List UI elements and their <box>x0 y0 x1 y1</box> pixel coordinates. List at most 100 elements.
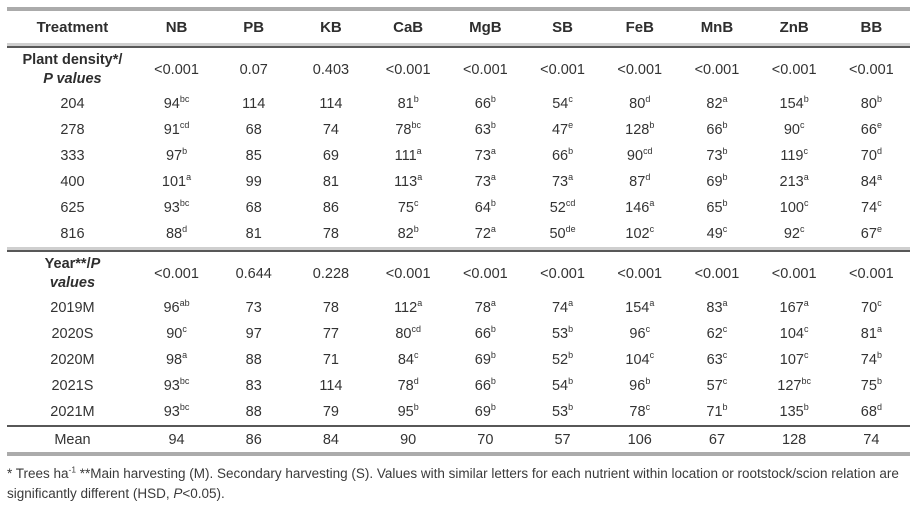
table-cell: 90cd <box>626 146 653 164</box>
table-cell: 54b <box>551 376 574 394</box>
table-row: 625 93bc 68 86 75c 64b 52cd 146a 65b 100c 74c <box>7 195 910 221</box>
section-label-line2: P values <box>43 70 102 87</box>
table-cell: 78d <box>397 376 419 394</box>
table-cell: 52cd <box>549 198 576 216</box>
table-cell: 66b <box>474 94 496 112</box>
table-cell: 114 <box>242 96 266 112</box>
table-cell: 57 <box>554 431 571 448</box>
table-cell: 86 <box>322 200 339 216</box>
column-header-treatment: Treatment <box>36 18 109 36</box>
table-cell: 75c <box>397 198 419 216</box>
p-value-cell: <0.001 <box>540 61 585 78</box>
table-cell: 69b <box>474 402 496 420</box>
table-cell: 75b <box>860 376 882 394</box>
table-cell: 63b <box>474 120 496 138</box>
table-row: 278 91cd 68 74 78bc 63b 47e 128b 66b 90c 66e <box>7 117 910 143</box>
p-value-cell: <0.001 <box>462 265 508 282</box>
p-value-cell: 0.228 <box>312 265 350 282</box>
table-cell: 84c <box>397 350 419 368</box>
p-value-cell: <0.001 <box>462 61 508 78</box>
table-cell: 90c <box>166 324 187 342</box>
column-header-kb: KB <box>320 18 342 36</box>
table-cell: 154b <box>779 94 809 112</box>
table-row: 2021M 93bc 88 79 95b 69b 53b 78c 71b 135b 68d <box>7 399 910 425</box>
table-cell: 102c <box>625 224 655 242</box>
section-label-line1: Year**/P <box>44 256 101 273</box>
table-cell: 92c <box>783 224 805 242</box>
table-cell: 50de <box>549 224 576 242</box>
table-cell: 112a <box>394 298 423 316</box>
table-cell: 100c <box>779 198 809 216</box>
table-cell: 90c <box>783 120 805 138</box>
table-row: 816 88d 81 78 82b 72a 50de 102c 49c 92c 67e <box>7 221 910 247</box>
section-label-line2: values <box>49 274 96 291</box>
p-value-cell: <0.001 <box>848 265 894 282</box>
p-value-cell: 0.644 <box>235 265 272 282</box>
p-value-cell: <0.001 <box>617 265 663 282</box>
section-label-line1: Plant density*/ <box>22 52 123 69</box>
table-cell: 114 <box>319 378 343 394</box>
table-row: 204 94bc 114 114 81b 66b 54c 80d 82a 154b 80b <box>7 91 910 117</box>
nutrient-concentration-table: Treatment NB PB KB CaB MgB SB FeB MnB Zn… <box>7 7 910 456</box>
section-header-row: Plant density*/P values <0.001 0.07 0.403 <0… <box>7 48 910 91</box>
p-value-cell: <0.001 <box>154 61 199 78</box>
p-value-cell: <0.001 <box>771 61 817 78</box>
table-cell: 78a <box>474 298 496 316</box>
table-cell: 53b <box>551 402 574 420</box>
table-cell: 66b <box>551 146 574 164</box>
table-cell: 73b <box>706 146 728 164</box>
table-cell: 70 <box>477 431 494 448</box>
p-value-cell: <0.001 <box>154 265 199 282</box>
table-cell: 97b <box>165 146 188 164</box>
table-cell: 128b <box>625 120 655 138</box>
table-cell: 93bc <box>163 402 190 420</box>
row-label: 2021M <box>50 404 95 420</box>
column-header-mgb: MgB <box>469 18 502 36</box>
table-cell: 114 <box>319 96 343 112</box>
row-label: 2021S <box>51 378 94 394</box>
table-cell: 80d <box>629 94 651 112</box>
table-cell: 73 <box>245 300 262 316</box>
table-cell: 70c <box>861 298 882 316</box>
table-cell: 88d <box>165 224 188 242</box>
table-cell: 213a <box>779 172 809 190</box>
table-row: 2020M 98a 88 71 84c 69b 52b 104c 63c 107c 74b <box>7 347 910 373</box>
table-cell: 73a <box>474 146 496 164</box>
table-cell: 88 <box>245 404 262 420</box>
table-cell: 74a <box>551 298 574 316</box>
table-cell: 127bc <box>777 376 811 394</box>
table-cell: 53b <box>551 324 574 342</box>
column-header-cab: CaB <box>393 18 424 36</box>
table-cell: 74c <box>861 198 882 216</box>
table-cell: 64b <box>474 198 496 216</box>
section-header-row: Year**/P values <0.001 0.644 0.228 <0.001 <0.0… <box>7 252 910 295</box>
mean-rule <box>7 425 910 427</box>
table-row: 400 101a 99 81 113a 73a 73a 87d 69b 213a 84a <box>7 169 910 195</box>
table-cell: 66b <box>474 324 496 342</box>
table-cell: 146a <box>625 198 655 216</box>
table-cell: 62c <box>706 324 728 342</box>
row-label: Mean <box>54 431 91 448</box>
table-cell: 65b <box>706 198 728 216</box>
table-cell: 128 <box>782 431 807 448</box>
table-cell: 82b <box>397 224 419 242</box>
header-rule <box>7 43 910 48</box>
table-cell: 70d <box>860 146 882 164</box>
table-cell: 94 <box>168 431 185 448</box>
table-cell: 96ab <box>163 298 190 316</box>
column-header-feb: FeB <box>625 18 654 36</box>
column-header-pb: PB <box>243 18 265 36</box>
table-cell: 106 <box>627 431 652 448</box>
table-cell: 78 <box>322 226 339 242</box>
table-cell: 101a <box>161 172 192 190</box>
table-cell: 87d <box>629 172 651 190</box>
table-cell: 83 <box>245 378 262 394</box>
table-cell: 68d <box>860 402 882 420</box>
table-cell: 77 <box>322 326 339 342</box>
column-header-nb: NB <box>165 18 188 36</box>
p-value-cell: <0.001 <box>617 61 663 78</box>
table-cell: 49c <box>706 224 728 242</box>
table-cell: 91cd <box>163 120 190 138</box>
table-cell: 68 <box>245 200 262 216</box>
